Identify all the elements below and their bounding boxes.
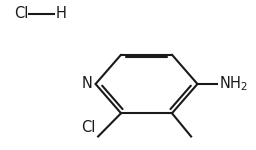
Text: NH$_2$: NH$_2$ [219, 75, 248, 93]
Text: Cl: Cl [81, 120, 95, 135]
Text: H: H [56, 6, 66, 21]
Text: N: N [82, 76, 93, 92]
Text: Cl: Cl [14, 6, 28, 21]
